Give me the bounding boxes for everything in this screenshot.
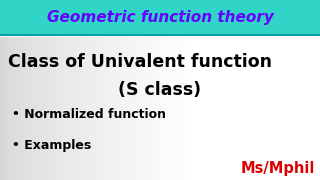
Text: • Normalized function: • Normalized function bbox=[12, 109, 166, 122]
Text: Class of Univalent function: Class of Univalent function bbox=[8, 53, 272, 71]
Text: • Examples: • Examples bbox=[12, 138, 91, 152]
Text: Ms/Mphil: Ms/Mphil bbox=[241, 161, 315, 176]
Bar bbox=[0, 0, 320, 35]
Text: Geometric function theory: Geometric function theory bbox=[47, 10, 273, 25]
Text: (S class): (S class) bbox=[118, 81, 202, 99]
